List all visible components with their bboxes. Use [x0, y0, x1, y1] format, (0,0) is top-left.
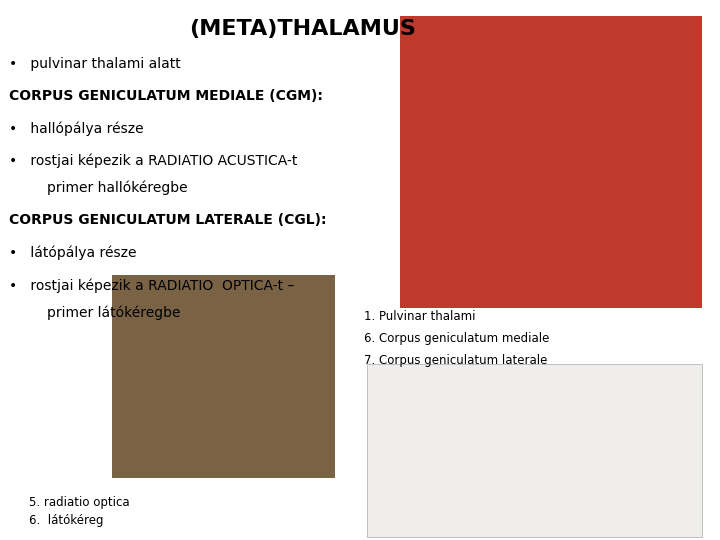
Bar — [400, 16, 702, 308]
Text: CORPUS GENICULATUM MEDIALE (CGM):: CORPUS GENICULATUM MEDIALE (CGM): — [9, 89, 323, 103]
Text: •   látópálya része: • látópálya része — [9, 246, 136, 260]
Text: 1. Pulvinar thalami: 1. Pulvinar thalami — [364, 310, 475, 323]
Text: primer látókéregbe: primer látókéregbe — [47, 305, 180, 320]
Text: 6.  látókéreg: 6. látókéreg — [29, 514, 103, 527]
Bar — [367, 364, 702, 537]
Text: primer hallókéregbe: primer hallókéregbe — [47, 181, 187, 195]
Text: •   pulvinar thalami alatt: • pulvinar thalami alatt — [9, 57, 181, 71]
Text: 5. radiatio optica: 5. radiatio optica — [29, 496, 130, 509]
Text: 6. Corpus geniculatum mediale: 6. Corpus geniculatum mediale — [364, 332, 549, 345]
Text: •   hallópálya része: • hallópálya része — [9, 122, 143, 136]
Text: (META)THALAMUS: (META)THALAMUS — [189, 19, 416, 39]
Text: CORPUS GENICULATUM LATERALE (CGL):: CORPUS GENICULATUM LATERALE (CGL): — [9, 213, 326, 227]
Text: 7. Corpus geniculatum laterale: 7. Corpus geniculatum laterale — [364, 354, 547, 367]
Bar — [112, 275, 335, 478]
Text: •   rostjai képezik a RADIATIO ACUSTICA-t: • rostjai képezik a RADIATIO ACUSTICA-t — [9, 154, 297, 168]
Text: •   rostjai képezik a RADIATIO  OPTICA-t –: • rostjai képezik a RADIATIO OPTICA-t – — [9, 278, 294, 293]
